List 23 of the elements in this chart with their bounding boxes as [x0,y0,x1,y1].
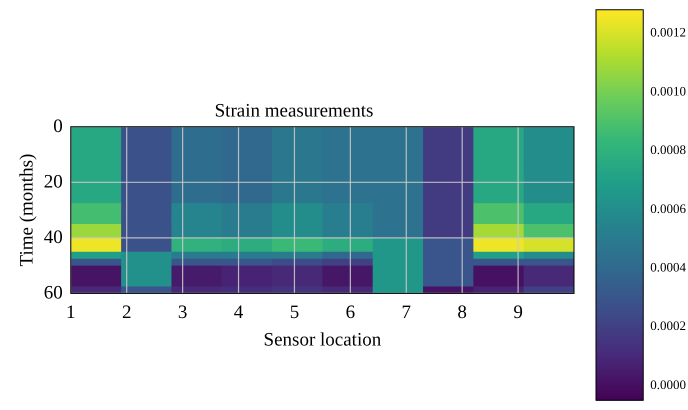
x-tick-label: 7 [402,302,412,323]
color-bar-label: 0.0008 [650,142,686,158]
color-bar-label: 0.0010 [650,83,686,98]
x-tick-label: 1 [66,302,76,323]
y-tick-label: 20 [44,171,63,192]
y-tick-label: 40 [44,226,63,248]
x-tick-label: 9 [513,302,523,323]
x-tick-label: 6 [346,302,356,323]
x-tick-label: 3 [178,302,188,323]
y-tick-label: 0 [53,116,63,137]
color-bar-label: 0.0006 [650,200,686,216]
chart-title: Strain measurements [214,100,374,122]
x-tick-label: 5 [290,302,300,323]
color-bar-label: 0.0002 [650,318,686,334]
color-bar-label: 0.0012 [650,24,686,40]
color-bar-label: 0.0004 [650,260,686,275]
x-axis-title: Sensor location [264,330,382,351]
x-tick-label: 4 [234,302,244,323]
color-bar-label: 0.0000 [650,376,686,392]
x-tick-label: 8 [457,302,467,323]
y-tick-label: 60 [44,282,63,304]
y-axis-title: Time (months) [16,154,38,266]
x-tick-label: 2 [122,302,132,323]
